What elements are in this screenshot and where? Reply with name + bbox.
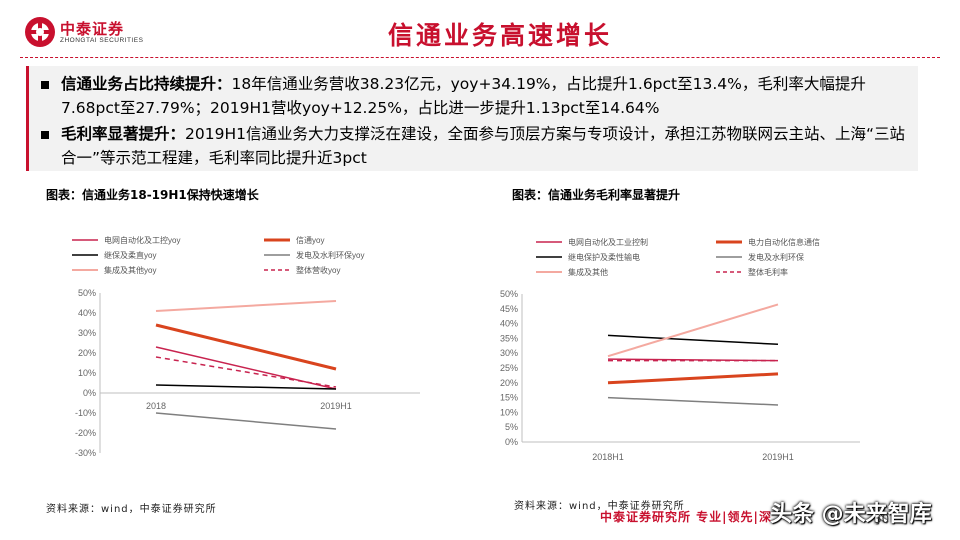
logo: 中泰证券 ZHONGTAI SECURITIES [24, 14, 154, 54]
series-line [155, 412, 337, 430]
logo-text-en: ZHONGTAI SECURITIES [60, 37, 144, 44]
watermark: 头条 @未来智库 [770, 502, 932, 527]
y-tick-label: 10% [500, 407, 518, 417]
y-tick-label: 15% [500, 393, 518, 403]
y-tick-label: -20% [75, 428, 96, 438]
y-tick-label: 45% [500, 304, 518, 314]
legend-label: 整体毛利率 [748, 267, 788, 277]
y-tick-label: 40% [500, 319, 518, 329]
legend-label: 继保及柔直yoy [104, 250, 156, 260]
header-divider [20, 57, 940, 58]
series-line [155, 300, 337, 312]
y-tick-label: 10% [78, 368, 96, 378]
y-tick-label: 0% [505, 437, 518, 447]
y-tick-label: 30% [78, 328, 96, 338]
footer-tagline: 中泰证券研究所 专业|领先|深 [600, 510, 772, 524]
series-line [607, 303, 779, 358]
legend-label: 发电及水利环保yoy [296, 250, 364, 260]
legend-label: 信通yoy [296, 235, 324, 245]
summary-bullet-2: 毛利率显著提升：2019H1信通业务大力支撑泛在建设，全面参与顶层方案与专项设计… [41, 122, 906, 170]
y-tick-label: 20% [78, 348, 96, 358]
slide-title: 信通业务高速增长 [387, 21, 612, 50]
bullet-lead: 信通业务占比持续提升： [61, 75, 232, 93]
summary-bullet-1: 信通业务占比持续提升：18年信通业务营收38.23亿元，yoy+34.19%，占… [41, 72, 906, 120]
y-tick-label: 30% [500, 348, 518, 358]
y-tick-label: 40% [78, 308, 96, 318]
y-tick-label: -10% [75, 408, 96, 418]
x-tick-label: 2019H1 [320, 401, 352, 411]
y-tick-label: 35% [500, 333, 518, 343]
bullet-text: 2019H1信通业务大力支撑泛在建设，全面参与顶层方案与专项设计，承担江苏物联网… [61, 125, 906, 167]
legend-label: 集成及其他yoy [104, 265, 156, 275]
chart-title-left: 图表：信通业务18-19H1保持快速增长 [46, 188, 259, 202]
chart-title-right: 图表：信通业务毛利率显著提升 [512, 188, 681, 202]
y-tick-label: 50% [78, 288, 96, 298]
chart-source-left: 资料来源：wind，中泰证券研究所 [46, 504, 217, 515]
series-line [155, 384, 337, 390]
x-tick-label: 2019H1 [762, 452, 794, 462]
summary-box: 信通业务占比持续提升：18年信通业务营收38.23亿元，yoy+34.19%，占… [26, 66, 918, 171]
series-line [607, 372, 779, 385]
y-tick-label: 20% [500, 378, 518, 388]
y-tick-label: 0% [83, 388, 96, 398]
series-line [155, 356, 337, 388]
series-line [607, 396, 779, 406]
x-tick-label: 2018H1 [592, 452, 624, 462]
bullet-lead: 毛利率显著提升： [61, 125, 186, 143]
chart-left: 电网自动化及工控yoy 信通yoy 继保及柔直yoy 发电及水利环保yoy 集成及其他y… [72, 235, 420, 458]
y-tick-label: -30% [75, 448, 96, 458]
legend-label: 电力自动化信息通信 [748, 237, 820, 247]
page-number: 30 [874, 512, 890, 526]
series-line [155, 346, 337, 390]
y-tick-label: 50% [500, 289, 518, 299]
logo-text-cn: 中泰证券 [60, 20, 125, 38]
legend-label: 发电及水利环保 [748, 252, 804, 262]
y-tick-label: 25% [500, 363, 518, 373]
bullet-square-icon [41, 131, 49, 139]
series-line [155, 323, 337, 371]
logo-icon [25, 17, 55, 47]
legend-label: 电网自动化及工控yoy [104, 235, 180, 245]
legend-label: 集成及其他 [568, 267, 608, 277]
x-tick-label: 2018 [146, 401, 166, 411]
legend-label: 整体营收yoy [296, 265, 340, 275]
legend-label: 电网自动化及工业控制 [568, 237, 648, 247]
series-line [607, 334, 779, 346]
bullet-text: 18年信通业务营收38.23亿元，yoy+34.19%，占比提升1.6pct至1… [61, 75, 866, 117]
chart-source-right: 资料来源：wind，中泰证券研究所 [514, 501, 685, 512]
bullet-square-icon [41, 81, 49, 89]
legend-label: 继电保护及柔性输电 [568, 252, 640, 262]
y-tick-label: 5% [505, 422, 518, 432]
